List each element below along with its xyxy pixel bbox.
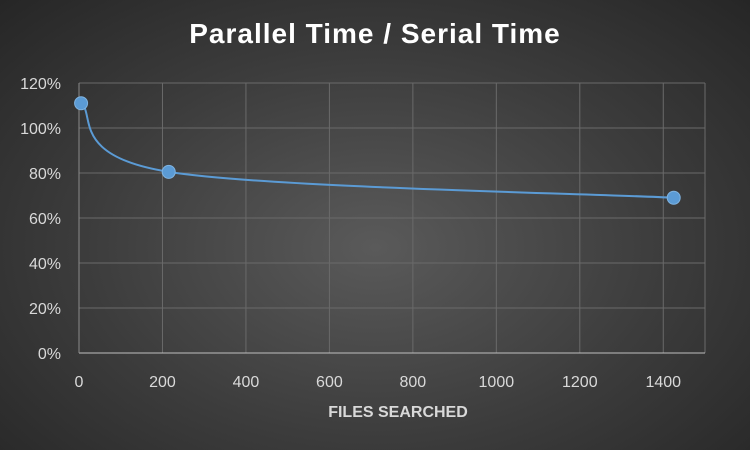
- y-tick-label: 20%: [29, 301, 61, 318]
- data-point: [74, 96, 89, 111]
- axes: 0% 20% 40% 60% 80% 100% 120% 0 200 400 600 800 1000 1…: [20, 76, 705, 391]
- x-tick-label: 800: [400, 374, 427, 391]
- y-tick-label: 0%: [38, 346, 61, 363]
- x-tick-label: 0: [75, 374, 84, 391]
- data-point: [161, 164, 176, 179]
- x-tick-label: 1200: [562, 374, 598, 391]
- x-tick-label: 600: [316, 374, 343, 391]
- y-tick-label: 60%: [29, 211, 61, 228]
- y-tick-label: 40%: [29, 256, 61, 273]
- x-tick-label: 1400: [645, 374, 681, 391]
- series-line: [80, 102, 674, 199]
- x-axis-title: FILES SEARCHED: [328, 404, 468, 421]
- x-tick-label: 400: [233, 374, 260, 391]
- data-point: [666, 190, 681, 205]
- x-tick-label: 200: [149, 374, 176, 391]
- x-tick-label: 1000: [479, 374, 515, 391]
- y-tick-label: 100%: [20, 121, 61, 138]
- series-layer: [74, 96, 681, 205]
- grid: [79, 82, 706, 353]
- y-tick-label: 80%: [29, 166, 61, 183]
- y-tick-label: 120%: [20, 76, 61, 93]
- chart-title: Parallel Time / Serial Time: [189, 18, 561, 49]
